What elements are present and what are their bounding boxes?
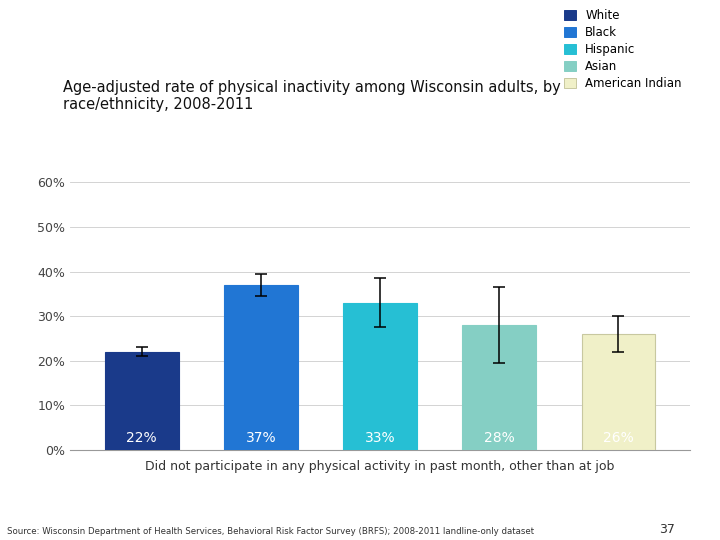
Bar xyxy=(462,325,536,450)
Text: 28%: 28% xyxy=(484,430,515,444)
Bar xyxy=(343,303,417,450)
Text: Physical activity: Physical activity xyxy=(571,8,711,23)
Text: 37%: 37% xyxy=(246,430,276,444)
Text: BLACK POPULATION: BLACK POPULATION xyxy=(9,8,179,23)
Text: 26%: 26% xyxy=(603,430,634,444)
Text: 37: 37 xyxy=(659,523,675,536)
Legend: White, Black, Hispanic, Asian, American Indian: White, Black, Hispanic, Asian, American … xyxy=(562,6,684,93)
Bar xyxy=(582,334,655,450)
X-axis label: Did not participate in any physical activity in past month, other than at job: Did not participate in any physical acti… xyxy=(145,460,615,472)
Text: Source: Wisconsin Department of Health Services, Behavioral Risk Factor Survey (: Source: Wisconsin Department of Health S… xyxy=(7,526,534,536)
Bar xyxy=(224,285,298,450)
Bar xyxy=(104,352,179,450)
Text: 33%: 33% xyxy=(365,430,395,444)
Text: 22%: 22% xyxy=(126,430,157,444)
Text: Age-adjusted rate of physical inactivity among Wisconsin adults, by
race/ethnici: Age-adjusted rate of physical inactivity… xyxy=(63,80,561,112)
